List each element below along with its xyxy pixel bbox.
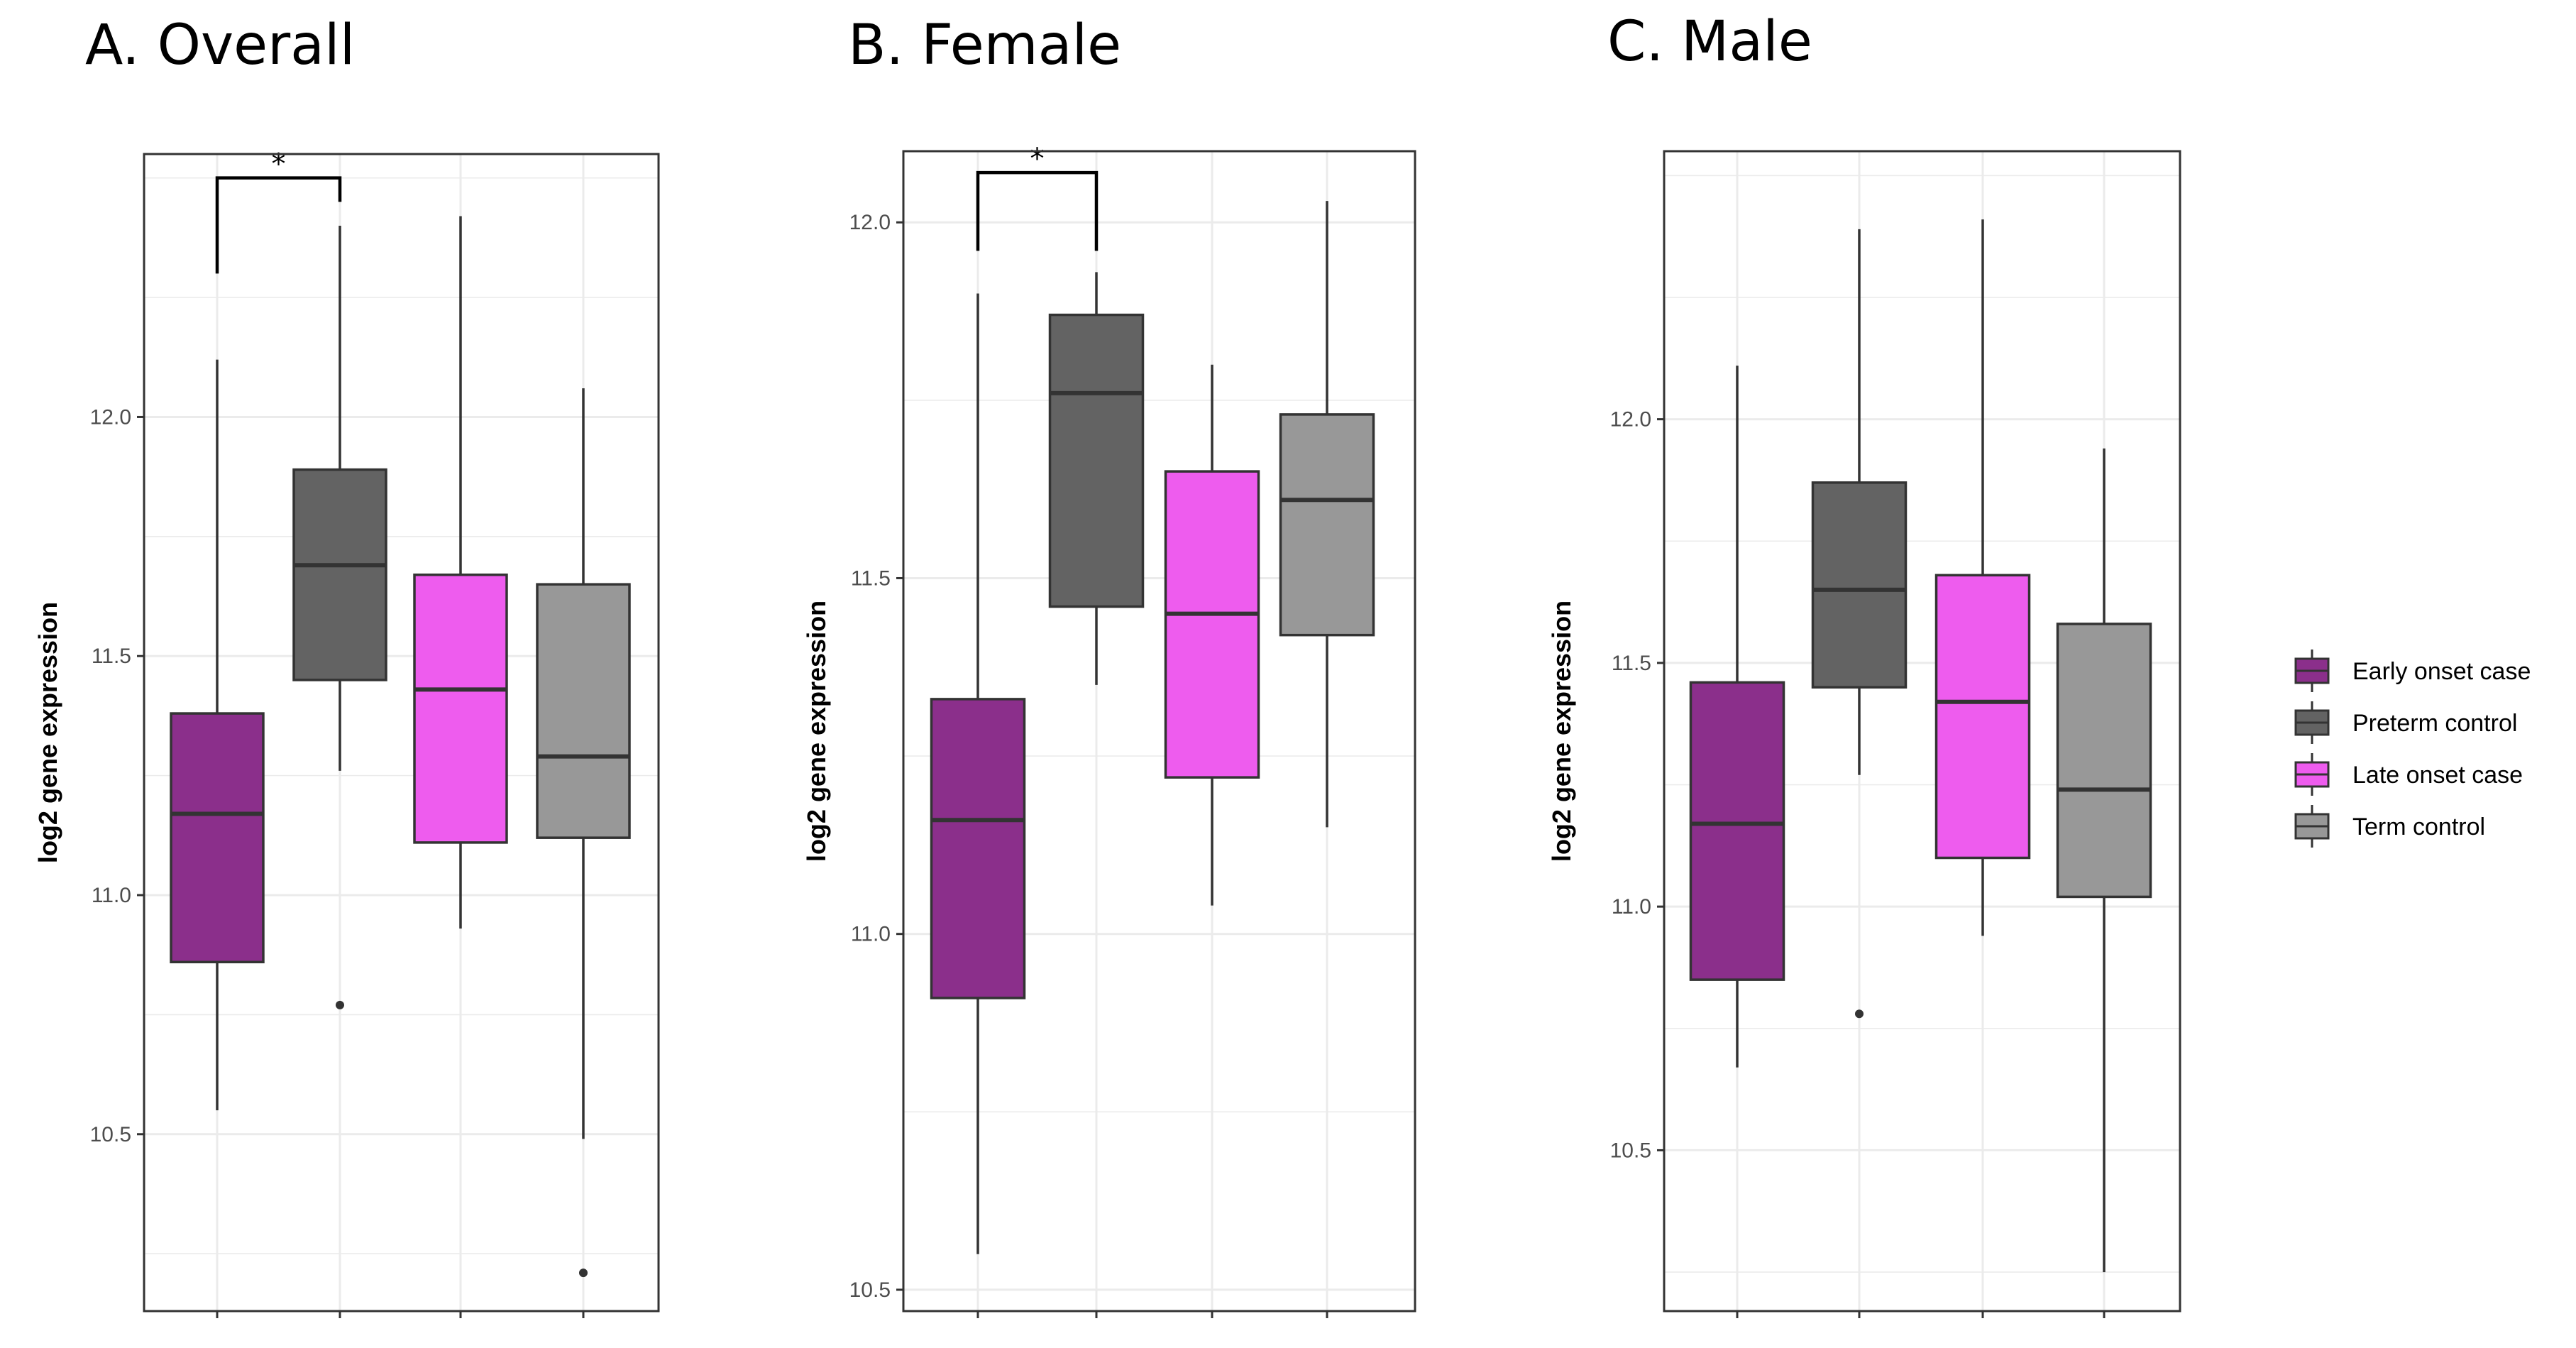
box-term-control [1279, 201, 1375, 828]
legend-item-late-onset-case: Late onset case [2294, 753, 2523, 796]
y-tick-label: 11.5 [1612, 652, 1651, 675]
y-tick-label: 12.0 [849, 211, 891, 234]
iqr-box [1811, 481, 1908, 689]
box-early-onset-case [1689, 366, 1785, 1068]
panel-c-male: C. Male 10.5 11.0 11.5 12.0 log2 gene express… [1547, 10, 2181, 1318]
iqr-box [292, 468, 387, 681]
box-early-onset-case [930, 293, 1026, 1254]
legend-label: Late onset case [2352, 762, 2523, 789]
panel-title: A. Overall [85, 13, 355, 77]
bracket-line [976, 170, 1099, 251]
iqr-box [536, 583, 631, 839]
y-tick-label: 11.0 [1612, 895, 1651, 919]
panel-border [902, 150, 1416, 1313]
iqr-box [1048, 313, 1145, 608]
panel-border [1663, 150, 2181, 1313]
iqr-box [1164, 470, 1260, 779]
outlier-point [336, 1000, 344, 1009]
legend-label: Early onset case [2352, 658, 2531, 685]
y-tick-label: 11.0 [92, 884, 131, 907]
box-preterm-control [1048, 272, 1145, 685]
box-late-onset-case [1164, 364, 1260, 906]
legend: Early onset case Preterm control Late onse… [2294, 650, 2531, 848]
y-tick-label: 11.0 [851, 923, 891, 946]
legend-item-term-control: Term control [2294, 805, 2485, 848]
box-term-control [536, 388, 631, 1278]
box-preterm-control [1811, 229, 1908, 1019]
box-term-control [2056, 448, 2152, 1273]
panel-title: B. Female [848, 13, 1121, 77]
significance-label: * [272, 148, 286, 181]
panel-border [143, 153, 660, 1313]
box-preterm-control [292, 226, 387, 1009]
y-axis-title: log2 gene expression [1547, 601, 1576, 862]
y-tick-label: 12.0 [1610, 408, 1651, 432]
iqr-box [170, 712, 265, 964]
y-tick-label: 10.5 [1610, 1139, 1651, 1162]
legend-label: Term control [2352, 813, 2485, 840]
y-tick-label: 10.5 [849, 1278, 891, 1302]
y-tick-label: 12.0 [90, 405, 131, 429]
panel-b-female: B. Female * 10.5 11.0 11.5 12.0 log2 gene expr… [802, 13, 1416, 1318]
legend-item-preterm-control: Preterm control [2294, 701, 2517, 744]
box-late-onset-case [1934, 219, 2031, 936]
significance-bracket: * [215, 148, 342, 274]
legend-label: Preterm control [2352, 710, 2517, 737]
box-early-onset-case [170, 359, 265, 1111]
iqr-box [1934, 574, 2031, 860]
y-tick-label: 11.5 [92, 645, 131, 668]
panel-a-overall: A. Overall * 10.5 11.0 11.5 12.0 log2 gene exp… [33, 13, 660, 1318]
iqr-box [930, 698, 1026, 999]
panels: A. Overall * 10.5 11.0 11.5 12.0 log2 gene exp… [33, 10, 2181, 1318]
y-axis-title: log2 gene expression [802, 601, 831, 862]
y-axis-title: log2 gene expression [33, 602, 62, 863]
outlier-point [579, 1268, 588, 1278]
box-late-onset-case [413, 216, 508, 929]
significance-label: * [1030, 143, 1045, 175]
y-tick-label: 10.5 [90, 1123, 131, 1146]
legend-item-early-onset-case: Early onset case [2294, 650, 2531, 692]
panel-title: C. Male [1607, 10, 1812, 74]
iqr-box [1279, 413, 1375, 637]
iqr-box [1689, 681, 1785, 981]
outlier-point [1855, 1009, 1864, 1019]
y-tick-label: 11.5 [851, 566, 891, 590]
bracket-line [215, 176, 342, 274]
iqr-box [2056, 623, 2152, 899]
iqr-box [413, 573, 508, 844]
